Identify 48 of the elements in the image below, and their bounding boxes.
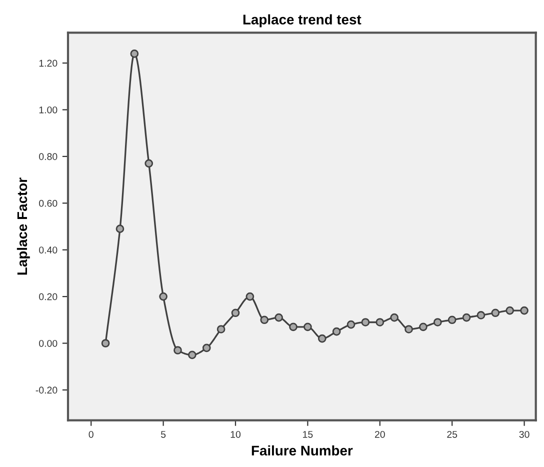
point	[419, 322, 428, 332]
point	[274, 313, 283, 322]
y-tick-label: 0.80	[39, 153, 58, 160]
point	[462, 313, 471, 322]
point	[491, 308, 500, 318]
point	[188, 350, 196, 360]
x-tick-label: 10	[230, 430, 241, 438]
y-tick-label: 0.00	[39, 340, 58, 347]
point	[332, 327, 341, 336]
point	[144, 159, 154, 168]
y-tick-label: 0.20	[39, 293, 58, 300]
point	[159, 292, 168, 301]
point	[202, 344, 211, 352]
point	[346, 320, 356, 329]
y-tick-label: 0.60	[39, 200, 58, 207]
y-tick-label: 0.40	[39, 246, 58, 254]
y-axis-title: Laplace Factor	[16, 178, 30, 275]
y-tick-label: 1.00	[39, 106, 58, 114]
point	[246, 292, 254, 301]
point	[101, 339, 110, 348]
point	[404, 325, 413, 334]
x-tick-label: 20	[374, 430, 385, 438]
chart-title: Laplace trend test	[243, 14, 362, 28]
point	[216, 325, 226, 334]
point	[390, 313, 398, 322]
point	[361, 318, 370, 326]
point	[231, 308, 240, 318]
point	[318, 334, 326, 343]
x-tick-label: 0	[88, 430, 94, 438]
point	[433, 318, 442, 326]
x-tick-label: 25	[447, 430, 458, 438]
point	[130, 50, 139, 58]
x-tick-label: 15	[303, 431, 313, 438]
point	[116, 224, 124, 233]
point	[476, 311, 486, 320]
y-tick-label: 1.20	[39, 60, 58, 67]
x-axis-title: Failure Number	[252, 445, 353, 456]
point	[304, 322, 312, 332]
point	[289, 322, 298, 332]
y-tick-label: -0.20	[36, 386, 58, 394]
point	[448, 316, 456, 324]
x-tick-label: 5	[160, 431, 166, 438]
point	[376, 318, 384, 326]
point	[174, 346, 182, 354]
point	[260, 316, 269, 324]
x-tick-label: 30	[519, 430, 530, 438]
point	[520, 306, 528, 315]
point	[506, 306, 514, 315]
